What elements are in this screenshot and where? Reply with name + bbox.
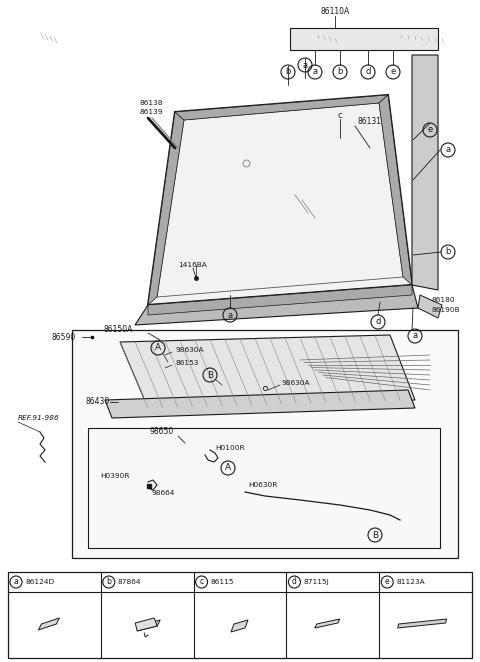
Text: b: b [285, 68, 291, 77]
Polygon shape [418, 295, 442, 318]
Polygon shape [148, 285, 412, 315]
Text: 86190B: 86190B [432, 307, 461, 313]
Polygon shape [412, 55, 438, 290]
Text: A: A [225, 463, 231, 473]
Text: d: d [375, 318, 381, 326]
Text: a: a [228, 310, 233, 320]
Text: b: b [445, 248, 451, 256]
Polygon shape [315, 619, 340, 628]
Text: 1416BA: 1416BA [178, 262, 207, 268]
Text: 98650: 98650 [150, 428, 174, 436]
Text: d: d [292, 577, 297, 587]
Text: e: e [427, 126, 432, 134]
Text: 86124D: 86124D [25, 579, 54, 585]
Text: c: c [338, 111, 342, 120]
Text: 86115: 86115 [211, 579, 234, 585]
Polygon shape [105, 390, 415, 418]
Polygon shape [379, 95, 412, 285]
Polygon shape [72, 330, 458, 558]
Text: 86110A: 86110A [320, 7, 349, 17]
Text: 98664: 98664 [152, 490, 175, 496]
Text: 86139: 86139 [140, 109, 164, 115]
Text: 81123A: 81123A [396, 579, 425, 585]
Text: B: B [207, 371, 213, 379]
Polygon shape [38, 618, 60, 630]
Text: A: A [155, 344, 161, 352]
Text: a: a [312, 68, 318, 77]
Polygon shape [148, 112, 184, 305]
Text: 98630A: 98630A [282, 380, 311, 386]
Text: d: d [365, 68, 371, 77]
Text: H0390R: H0390R [100, 473, 130, 479]
Text: b: b [337, 68, 343, 77]
Polygon shape [397, 619, 446, 628]
Polygon shape [8, 572, 472, 658]
Text: 86590: 86590 [52, 332, 76, 342]
Polygon shape [120, 335, 415, 408]
Text: H0630R: H0630R [248, 482, 277, 488]
Text: 86430: 86430 [85, 397, 109, 406]
Polygon shape [135, 285, 418, 325]
Text: a: a [13, 577, 18, 587]
Polygon shape [290, 28, 438, 50]
Polygon shape [137, 620, 160, 631]
Text: 86131: 86131 [358, 117, 382, 126]
Text: e: e [385, 577, 389, 587]
Polygon shape [88, 428, 440, 548]
Polygon shape [175, 95, 388, 120]
Text: 86138: 86138 [140, 100, 164, 106]
Text: REF.91-986: REF.91-986 [18, 415, 60, 421]
Text: 86153: 86153 [175, 360, 198, 366]
Text: 98630A: 98630A [175, 347, 204, 353]
Text: 87115J: 87115J [303, 579, 329, 585]
Text: 86150A: 86150A [103, 326, 132, 334]
Text: H0100R: H0100R [215, 445, 245, 451]
Text: B: B [372, 530, 378, 540]
Text: b: b [107, 577, 111, 587]
Text: 87864: 87864 [118, 579, 141, 585]
Polygon shape [231, 620, 248, 632]
Polygon shape [135, 618, 157, 631]
Text: a: a [445, 146, 451, 154]
Text: c: c [200, 577, 204, 587]
Text: a: a [412, 332, 418, 340]
Text: e: e [390, 68, 396, 77]
Text: 86180: 86180 [432, 297, 456, 303]
Polygon shape [148, 95, 412, 305]
Text: a: a [302, 60, 308, 70]
